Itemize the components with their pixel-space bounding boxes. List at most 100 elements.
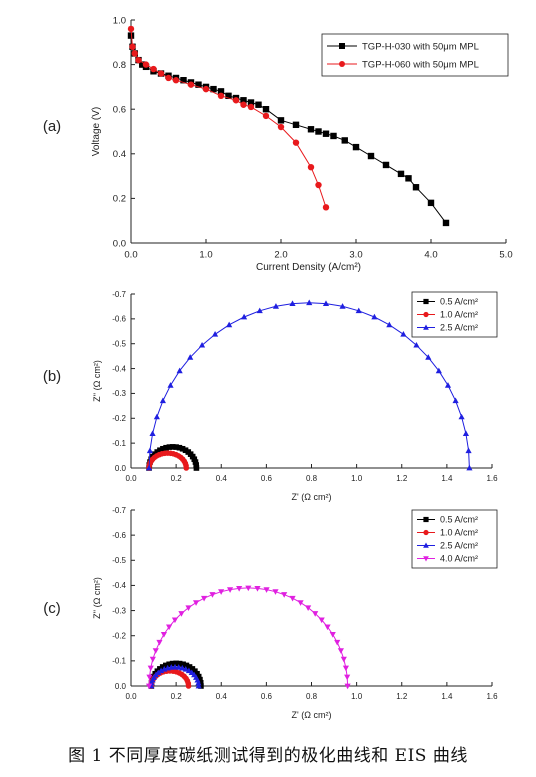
data-point bbox=[405, 175, 412, 182]
legend-marker bbox=[423, 529, 429, 536]
data-point bbox=[163, 662, 169, 669]
x-tick-label: 1.6 bbox=[486, 474, 498, 483]
legend-marker bbox=[423, 556, 429, 562]
legend-marker bbox=[423, 298, 429, 305]
data-point bbox=[465, 447, 472, 454]
data-point bbox=[202, 85, 210, 93]
data-point bbox=[192, 459, 199, 465]
data-point bbox=[210, 85, 217, 93]
data-point bbox=[195, 682, 202, 689]
y-tick-label: -0.5 bbox=[112, 340, 126, 349]
legend-label: 1.0 A/cm² bbox=[440, 310, 478, 320]
y-axis-label: Z'' (Ω cm²) bbox=[92, 360, 102, 402]
x-tick-label: 1.6 bbox=[486, 692, 498, 701]
data-point bbox=[322, 130, 330, 137]
panel-label: (a) bbox=[43, 118, 61, 135]
data-point bbox=[466, 464, 473, 471]
data-point bbox=[247, 99, 255, 106]
data-point bbox=[442, 219, 450, 227]
data-point bbox=[307, 163, 315, 171]
data-point bbox=[183, 662, 190, 669]
data-point bbox=[318, 617, 325, 624]
series-line bbox=[130, 28, 327, 208]
data-point bbox=[166, 624, 173, 631]
data-point bbox=[173, 444, 179, 450]
legend-label: 2.5 A/cm² bbox=[440, 323, 478, 333]
data-point bbox=[149, 430, 156, 437]
y-tick-label: -0.3 bbox=[112, 606, 126, 615]
data-point bbox=[263, 587, 270, 593]
data-point bbox=[458, 413, 465, 420]
data-point bbox=[186, 664, 193, 670]
y-tick-label: -0.5 bbox=[112, 556, 126, 565]
data-point bbox=[247, 103, 255, 111]
legend-marker bbox=[423, 542, 429, 548]
data-point bbox=[306, 299, 313, 306]
x-tick-label: 1.4 bbox=[441, 692, 453, 701]
x-tick-label: 3.0 bbox=[349, 250, 362, 261]
data-point bbox=[157, 666, 163, 672]
data-point bbox=[462, 430, 470, 437]
data-point bbox=[172, 77, 180, 84]
data-point bbox=[159, 397, 166, 404]
data-point bbox=[400, 331, 407, 337]
data-point bbox=[193, 465, 200, 471]
data-point bbox=[163, 444, 169, 451]
y-tick-label: 0.0 bbox=[115, 682, 127, 691]
x-tick-label: 0.2 bbox=[171, 474, 183, 483]
data-point bbox=[166, 661, 172, 668]
data-point bbox=[193, 462, 199, 468]
data-point bbox=[262, 106, 270, 113]
data-point bbox=[167, 382, 174, 388]
data-point bbox=[312, 611, 319, 617]
data-point bbox=[153, 413, 160, 420]
data-point bbox=[178, 611, 185, 617]
x-tick-label: 0.0 bbox=[125, 474, 137, 483]
panel-label: (c) bbox=[43, 600, 61, 617]
y-axis-label: Voltage (V) bbox=[91, 107, 102, 156]
data-point bbox=[386, 321, 393, 328]
data-point bbox=[180, 77, 187, 84]
figure-canvas: 0.0 1.0 2.0 3.0 4.0 5.0 0.0 0.2 0.4 0.6 0.8 1.0 Curr… bbox=[43, 15, 513, 720]
y-tick-label: -0.4 bbox=[112, 364, 126, 373]
legend: 0.5 A/cm² 1.0 A/cm² 2.5 A/cm² 4.0 A/cm² bbox=[411, 509, 498, 569]
data-point bbox=[191, 456, 198, 463]
x-tick-label: 1.0 bbox=[199, 250, 212, 261]
legend-marker bbox=[339, 61, 345, 67]
data-point bbox=[185, 683, 192, 689]
data-point bbox=[152, 648, 159, 654]
data-point bbox=[160, 445, 166, 452]
x-tick-label: 0.6 bbox=[261, 474, 273, 483]
data-point bbox=[149, 656, 156, 663]
data-point bbox=[185, 667, 193, 674]
series-2 bbox=[127, 25, 330, 211]
data-point bbox=[142, 61, 150, 68]
data-point bbox=[315, 181, 322, 189]
data-point bbox=[329, 631, 336, 638]
data-point bbox=[256, 307, 263, 314]
legend-box bbox=[321, 33, 509, 77]
x-tick-label: 1.0 bbox=[351, 692, 363, 701]
x-axis-label: Current Density (A/cm²) bbox=[256, 262, 361, 273]
data-point bbox=[272, 589, 279, 595]
x-tick-label: 0.8 bbox=[306, 692, 318, 701]
data-point bbox=[157, 667, 165, 674]
data-point bbox=[135, 56, 142, 64]
legend-marker bbox=[339, 43, 345, 49]
data-point bbox=[169, 660, 176, 667]
x-axis-label: Z' (Ω cm²) bbox=[292, 492, 332, 502]
data-point bbox=[262, 112, 270, 120]
data-point bbox=[322, 204, 330, 211]
data-point bbox=[232, 97, 240, 104]
x-tick-label: 1.2 bbox=[396, 474, 408, 483]
data-point bbox=[254, 585, 261, 592]
data-point bbox=[157, 447, 163, 454]
data-point bbox=[435, 367, 442, 374]
data-point bbox=[198, 683, 204, 689]
data-point bbox=[146, 674, 153, 681]
data-point bbox=[240, 97, 247, 104]
data-point bbox=[147, 665, 154, 672]
data-point bbox=[146, 447, 154, 454]
y-tick-label: -0.6 bbox=[112, 531, 126, 540]
data-point bbox=[382, 161, 390, 169]
